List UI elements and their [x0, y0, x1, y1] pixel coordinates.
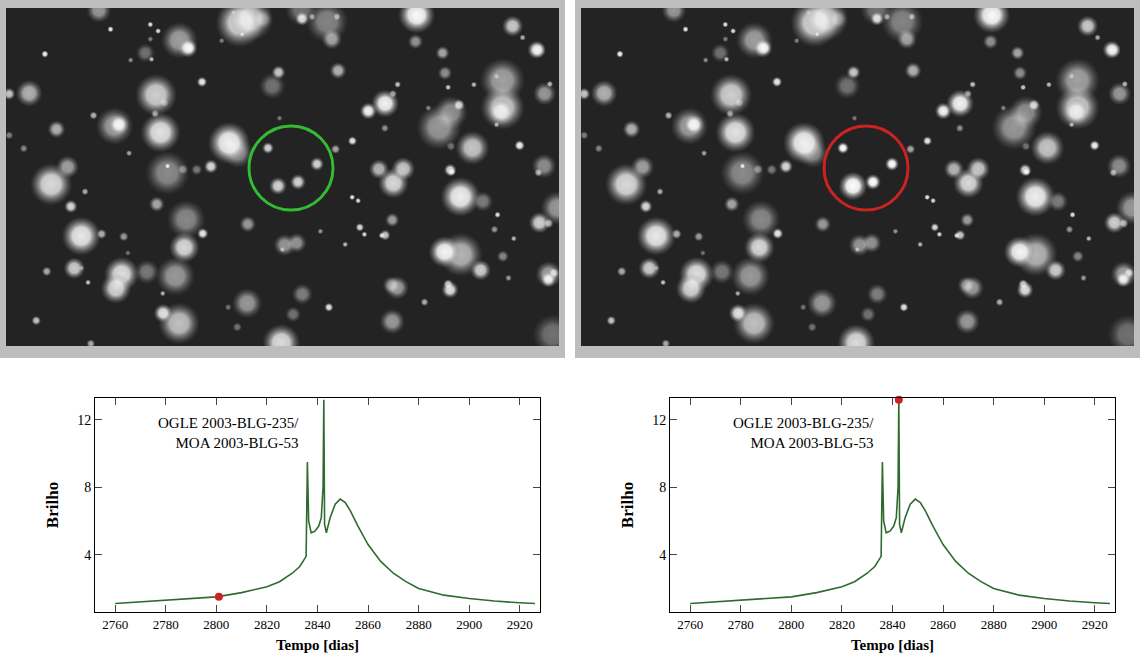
- svg-text:2800: 2800: [778, 617, 804, 632]
- svg-text:2760: 2760: [677, 617, 703, 632]
- svg-text:2780: 2780: [728, 617, 754, 632]
- svg-text:2920: 2920: [507, 617, 533, 632]
- svg-text:OGLE 2003-BLG-235/MOA 2003-BLG: OGLE 2003-BLG-235/MOA 2003-BLG-53: [733, 415, 874, 451]
- svg-text:2840: 2840: [305, 617, 331, 632]
- svg-text:Brilho: Brilho: [618, 482, 637, 528]
- svg-text:Tempo [dias]: Tempo [dias]: [851, 637, 934, 653]
- svg-text:2900: 2900: [456, 617, 482, 632]
- svg-text:4: 4: [659, 548, 666, 563]
- svg-text:12: 12: [652, 413, 666, 428]
- svg-text:2820: 2820: [829, 617, 855, 632]
- svg-text:2800: 2800: [203, 617, 229, 632]
- svg-text:2880: 2880: [981, 617, 1007, 632]
- svg-text:Tempo [dias]: Tempo [dias]: [276, 637, 359, 653]
- svg-text:2820: 2820: [254, 617, 280, 632]
- svg-text:2840: 2840: [880, 617, 906, 632]
- svg-text:2860: 2860: [355, 617, 381, 632]
- svg-text:2920: 2920: [1082, 617, 1108, 632]
- svg-text:12: 12: [77, 413, 91, 428]
- svg-text:2880: 2880: [406, 617, 432, 632]
- svg-text:2900: 2900: [1031, 617, 1057, 632]
- svg-text:2780: 2780: [153, 617, 179, 632]
- svg-text:OGLE 2003-BLG-235/MOA 2003-BLG: OGLE 2003-BLG-235/MOA 2003-BLG-53: [158, 415, 299, 451]
- svg-text:4: 4: [84, 548, 91, 563]
- svg-text:Brilho: Brilho: [43, 482, 62, 528]
- svg-text:2860: 2860: [930, 617, 956, 632]
- svg-text:2760: 2760: [102, 617, 128, 632]
- svg-text:8: 8: [84, 480, 91, 495]
- svg-text:8: 8: [659, 480, 666, 495]
